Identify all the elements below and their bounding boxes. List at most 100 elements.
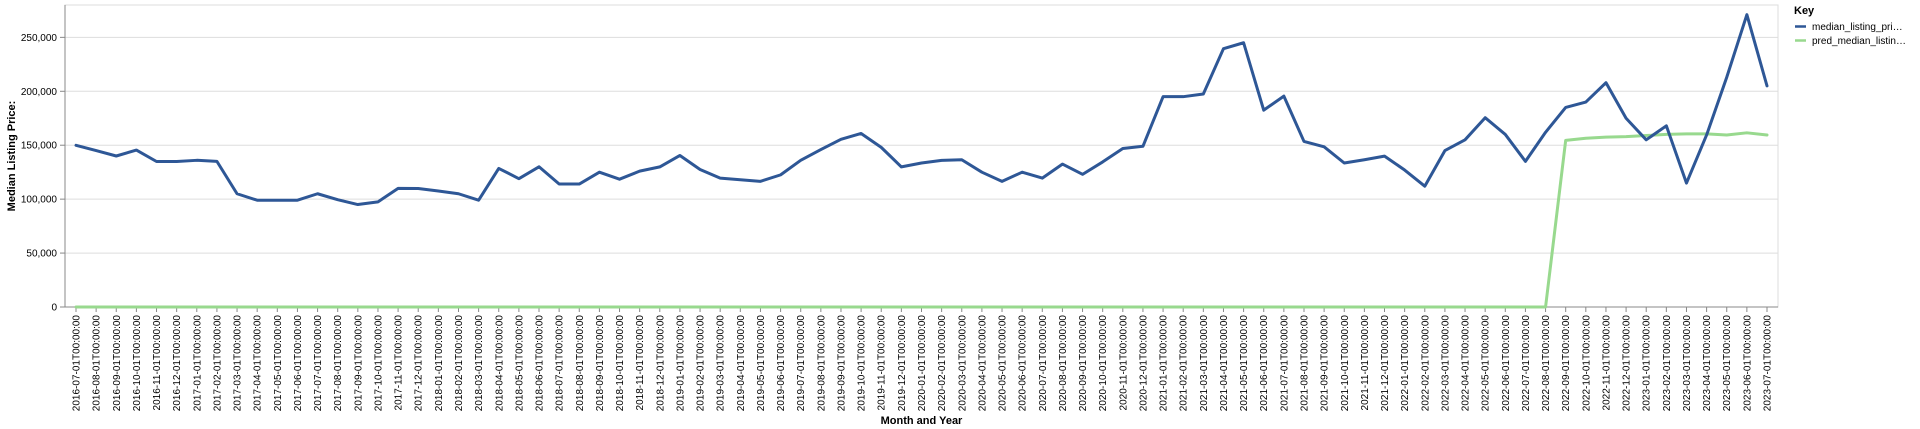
x-tick-label: 2023-03-01T00:00:00 <box>1682 315 1693 412</box>
x-tick-label: 2022-10-01T00:00:00 <box>1581 315 1592 412</box>
x-tick-label: 2016-11-01T00:00:00 <box>152 315 163 411</box>
x-tick-label: 2016-08-01T00:00:00 <box>92 315 103 412</box>
legend-entry: pred_median_listin… <box>1812 36 1906 47</box>
series-line <box>74 131 1769 309</box>
x-tick-label: 2017-12-01T00:00:00 <box>414 315 425 412</box>
x-tick-label: 2017-09-01T00:00:00 <box>353 315 364 412</box>
x-tick-label: 2019-09-01T00:00:00 <box>836 315 847 412</box>
x-tick-label: 2023-04-01T00:00:00 <box>1702 315 1713 412</box>
x-tick-label: 2019-12-01T00:00:00 <box>897 315 908 412</box>
x-tick-label: 2018-04-01T00:00:00 <box>494 315 505 412</box>
x-tick-label: 2016-07-01T00:00:00 <box>72 315 83 412</box>
x-tick-label: 2020-09-01T00:00:00 <box>1078 315 1089 412</box>
x-tick-label: 2023-02-01T00:00:00 <box>1662 315 1673 412</box>
x-tick-label: 2021-08-01T00:00:00 <box>1299 315 1310 412</box>
y-axis-title: Median Listing Price: <box>6 101 18 212</box>
x-tick-label: 2017-11-01T00:00:00 <box>394 315 405 411</box>
x-tick-label: 2018-07-01T00:00:00 <box>555 315 566 412</box>
x-tick-label: 2019-01-01T00:00:00 <box>675 315 686 412</box>
x-tick-label: 2020-07-01T00:00:00 <box>1038 315 1049 412</box>
x-tick-label: 2017-05-01T00:00:00 <box>273 315 284 412</box>
x-tick-label: 2021-07-01T00:00:00 <box>1279 315 1290 412</box>
x-tick-label: 2019-03-01T00:00:00 <box>716 315 727 412</box>
x-tick-label: 2022-01-01T00:00:00 <box>1400 315 1411 412</box>
y-tick-label: 250,000 <box>21 33 58 44</box>
y-axis: 0 50,000 100,000 150,000 200,000 250,000 <box>21 5 66 314</box>
x-tick-label: 2021-12-01T00:00:00 <box>1380 315 1391 412</box>
x-tick-label: 2017-02-01T00:00:00 <box>212 315 223 412</box>
x-tick-label: 2020-01-01T00:00:00 <box>917 315 928 412</box>
x-axis: 2016-07-01T00:00:00 2016-08-01T00:00:00 20… <box>65 306 1778 412</box>
x-tick-label: 2022-07-01T00:00:00 <box>1521 315 1532 412</box>
x-tick-label: 2020-10-01T00:00:00 <box>1098 315 1109 412</box>
x-tick-label: 2020-05-01T00:00:00 <box>998 315 1009 412</box>
x-tick-label: 2022-08-01T00:00:00 <box>1541 315 1552 412</box>
legend: Key median_listing_pri… pred_median_listi… <box>1794 5 1906 47</box>
x-tick-label: 2017-10-01T00:00:00 <box>373 315 384 412</box>
x-tick-label: 2019-05-01T00:00:00 <box>756 315 767 412</box>
x-tick-label: 2020-11-01T00:00:00 <box>1118 315 1129 411</box>
x-tick-label: 2022-11-01T00:00:00 <box>1601 315 1612 411</box>
x-tick-label: 2016-12-01T00:00:00 <box>172 315 183 412</box>
x-tick-label: 2019-07-01T00:00:00 <box>796 315 807 412</box>
y-tick-label: 200,000 <box>21 87 58 98</box>
x-tick-label: 2019-02-01T00:00:00 <box>696 315 707 412</box>
x-tick-label: 2018-02-01T00:00:00 <box>454 315 465 412</box>
x-tick-label: 2019-06-01T00:00:00 <box>776 315 787 412</box>
y-tick-label: 0 <box>51 303 57 314</box>
x-tick-label: 2018-10-01T00:00:00 <box>615 315 626 412</box>
x-tick-label: 2018-08-01T00:00:00 <box>575 315 586 412</box>
x-tick-label: 2017-07-01T00:00:00 <box>313 315 324 412</box>
series-lines <box>74 13 1769 309</box>
x-tick-label: 2020-04-01T00:00:00 <box>977 315 988 412</box>
x-tick-label: 2021-09-01T00:00:00 <box>1320 315 1331 412</box>
x-tick-label: 2021-03-01T00:00:00 <box>1199 315 1210 412</box>
gridlines <box>65 36 1778 308</box>
x-tick-label: 2019-10-01T00:00:00 <box>857 315 868 412</box>
x-tick-label: 2020-02-01T00:00:00 <box>937 315 948 412</box>
x-tick-label: 2023-07-01T00:00:00 <box>1763 315 1774 412</box>
x-tick-label: 2017-01-01T00:00:00 <box>192 315 203 412</box>
x-tick-label: 2022-12-01T00:00:00 <box>1622 315 1633 412</box>
legend-entry: median_listing_pri… <box>1812 22 1903 33</box>
x-tick-label: 2018-01-01T00:00:00 <box>434 315 445 412</box>
x-tick-label: 2020-03-01T00:00:00 <box>957 315 968 412</box>
x-tick-label: 2018-03-01T00:00:00 <box>474 315 485 412</box>
x-tick-label: 2023-06-01T00:00:00 <box>1742 315 1753 412</box>
x-tick-label: 2023-05-01T00:00:00 <box>1722 315 1733 412</box>
x-tick-label: 2022-02-01T00:00:00 <box>1420 315 1431 412</box>
x-tick-label: 2022-06-01T00:00:00 <box>1501 315 1512 412</box>
x-tick-label: 2016-09-01T00:00:00 <box>112 315 123 412</box>
x-tick-label: 2018-05-01T00:00:00 <box>514 315 525 412</box>
x-tick-label: 2021-10-01T00:00:00 <box>1340 315 1351 412</box>
x-tick-label: 2020-12-01T00:00:00 <box>1138 315 1149 412</box>
x-tick-label: 2021-11-01T00:00:00 <box>1360 315 1371 411</box>
x-tick-label: 2023-01-01T00:00:00 <box>1642 315 1653 412</box>
x-tick-label: 2019-04-01T00:00:00 <box>736 315 747 412</box>
x-tick-label: 2021-06-01T00:00:00 <box>1259 315 1270 412</box>
x-tick-label: 2017-03-01T00:00:00 <box>233 315 244 412</box>
legend-title: Key <box>1794 5 1815 17</box>
x-tick-label: 2020-08-01T00:00:00 <box>1058 315 1069 412</box>
series-line <box>74 13 1769 207</box>
x-tick-label: 2021-02-01T00:00:00 <box>1179 315 1190 412</box>
y-tick-label: 100,000 <box>21 195 58 206</box>
x-tick-label: 2020-06-01T00:00:00 <box>1018 315 1029 412</box>
x-tick-label: 2016-10-01T00:00:00 <box>132 315 143 412</box>
x-tick-label: 2018-09-01T00:00:00 <box>595 315 606 412</box>
x-tick-label: 2019-11-01T00:00:00 <box>877 315 888 411</box>
x-axis-title: Month and Year <box>881 415 963 427</box>
x-tick-label: 2021-04-01T00:00:00 <box>1219 315 1230 412</box>
x-tick-label: 2017-06-01T00:00:00 <box>293 315 304 412</box>
x-tick-label: 2022-04-01T00:00:00 <box>1461 315 1472 412</box>
x-tick-label: 2021-01-01T00:00:00 <box>1159 315 1170 412</box>
x-tick-label: 2021-05-01T00:00:00 <box>1239 315 1250 412</box>
x-tick-label: 2017-08-01T00:00:00 <box>333 315 344 412</box>
y-tick-label: 150,000 <box>21 141 58 152</box>
x-tick-label: 2018-12-01T00:00:00 <box>655 315 666 412</box>
x-tick-label: 2019-08-01T00:00:00 <box>816 315 827 412</box>
x-tick-label: 2022-09-01T00:00:00 <box>1561 315 1572 412</box>
x-tick-label: 2018-06-01T00:00:00 <box>535 315 546 412</box>
x-tick-label: 2017-04-01T00:00:00 <box>253 315 264 412</box>
